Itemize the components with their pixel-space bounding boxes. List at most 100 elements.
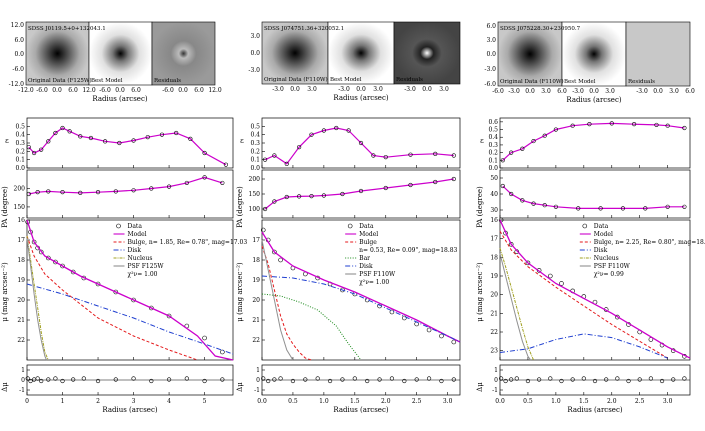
mu-series-nucleus [26, 235, 49, 361]
image-xtick: -3.0 [508, 88, 520, 95]
xlabel-bottom: Radius (arcsec) [333, 406, 388, 414]
mu-data-point [402, 315, 407, 321]
xtick-label: 5 [203, 398, 207, 405]
image-yticks-p3: 6.0 3.0 0.0 -3.0 -6.0 [484, 23, 496, 88]
ellipticity-point [542, 133, 547, 138]
dmu-point [581, 376, 586, 381]
dmu-point [626, 378, 631, 384]
axes-frame-pa [26, 169, 234, 219]
image-xtick: 0.0 [178, 87, 188, 94]
image-xtick: 3.0 [669, 88, 679, 95]
resid-label-p3: Residuals [628, 79, 655, 85]
ellipticity-point [103, 139, 108, 144]
xtick-label: 1.0 [551, 398, 561, 405]
dmu-point [290, 378, 296, 384]
xlabel-bottom: Radius (arcsec) [567, 406, 622, 414]
mu-series-model [261, 231, 461, 343]
mu-series-disk [26, 283, 234, 355]
dmu-point [35, 376, 40, 381]
pa-point [553, 204, 558, 209]
image-xtick: 6.0 [685, 88, 695, 95]
ytick-label: 20 [490, 292, 498, 299]
image-resid-p1 [151, 21, 216, 86]
pa-point [358, 188, 364, 194]
mu-data-point [508, 241, 514, 247]
ytick-label: 22 [17, 337, 25, 344]
ellipticity-point [309, 132, 314, 137]
ellipticity-point [408, 152, 413, 157]
pa-model-line [502, 185, 685, 209]
axes-frame-eps [26, 117, 234, 169]
dmu-point [414, 377, 419, 382]
ytick-label: 0.4 [488, 134, 498, 141]
ytick-label: 19 [490, 273, 498, 280]
pa-point [184, 180, 189, 186]
pa-point [321, 193, 326, 198]
ellipticity-point [53, 130, 58, 136]
ellipticity-point [570, 123, 575, 128]
ytick-label: 200 [249, 176, 261, 183]
pa-point [78, 190, 83, 195]
dmu-point [451, 377, 456, 382]
ellipticity-point [509, 150, 514, 155]
pa-point [309, 194, 314, 199]
image-data-p3 [497, 21, 563, 87]
dmu-point [648, 376, 653, 381]
ytick-label: -1 [19, 387, 25, 394]
dmu-point [389, 376, 395, 381]
image-xtick: 6.0 [557, 88, 567, 95]
legend-marker [582, 223, 588, 229]
pa-point [220, 180, 225, 186]
ellipticity-point [371, 153, 376, 158]
ytick-label: 0.5 [250, 123, 260, 130]
resid-label-p2: Residuals [396, 77, 423, 83]
dmu-point [25, 376, 30, 381]
model-label-p2: Best Model [330, 77, 362, 83]
legend-label: Data [128, 223, 143, 230]
dmu-point [261, 376, 266, 381]
ylabel-pa-p2: PA (degree) [236, 186, 244, 228]
xtick-label: 2.5 [412, 398, 422, 405]
image-xtick: 12.0 [208, 87, 222, 94]
dmu-point [604, 377, 609, 382]
mu-series-psf-f110w [261, 239, 294, 361]
image-xlabel-p1: Radius (arcsec) [92, 95, 147, 103]
pa-point [542, 203, 547, 208]
ellipticity-point [358, 140, 364, 146]
ytick-label: 0.0 [488, 165, 498, 172]
mu-data-point [426, 327, 432, 333]
ytick-label: 22 [490, 329, 498, 336]
pa-point [272, 199, 277, 204]
pa-point [433, 179, 438, 185]
dmu-point [315, 376, 320, 381]
ytick-label: 21 [252, 317, 260, 324]
image-xtick: -3.0 [636, 88, 648, 95]
pa-point [408, 182, 413, 188]
pa-point [26, 191, 31, 197]
ellipticity-point [39, 147, 44, 152]
model-label-p1: Best Model [91, 78, 123, 84]
ytick-label: 150 [249, 191, 261, 198]
legend-label: Data [594, 223, 609, 230]
image-ytick: -6.0 [484, 81, 496, 88]
image-xtick: -3.0 [272, 86, 284, 93]
mu-series-bulge [499, 230, 668, 359]
model-label-p3: Best Model [564, 79, 596, 85]
dmu-point [615, 376, 620, 381]
ellipticity-point [78, 134, 83, 139]
xtick-label: 1.5 [579, 398, 589, 405]
ellipticity-point [67, 129, 72, 134]
ytick-label: 0.1 [488, 157, 498, 164]
shared-labels: ε PA (degree) μ (mag arcsec⁻²) Δμ ε PA (… [1, 137, 484, 392]
legend-label: χ²ν= 1.00 [359, 279, 389, 286]
mu-data-point [149, 305, 154, 311]
ellipticity-point [202, 150, 207, 156]
ellipticity-model-line [502, 122, 685, 161]
legend-label: Data [359, 223, 374, 230]
image-xticks-p1: -12.0 -6.0 0.0 6.0 12.0 -6.0 0.0 6.0 -6.… [18, 87, 222, 94]
ytick-label: 0 [21, 377, 25, 384]
image-ytick: 3.0 [250, 33, 260, 40]
mu-series-nucleus [499, 247, 534, 361]
ytick-label: 40 [490, 191, 498, 198]
